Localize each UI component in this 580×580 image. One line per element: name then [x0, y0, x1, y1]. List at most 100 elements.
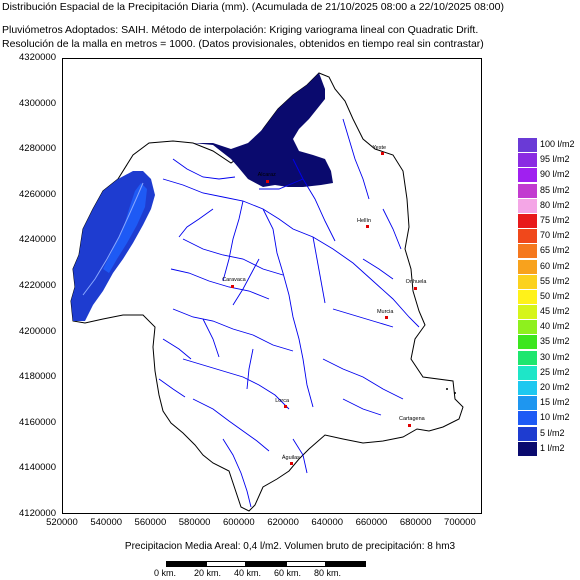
y-tick-label: 4140000 [19, 462, 56, 474]
y-tick-label: 4160000 [19, 416, 56, 428]
areal-precipitation-summary: Precipitacion Media Areal: 0,4 l/m2. Vol… [124, 541, 456, 552]
legend-item: 70 l/m2 [518, 229, 578, 244]
legend-swatch [518, 381, 537, 395]
y-tick-label: 4280000 [19, 143, 56, 155]
legend-label: 45 l/m2 [540, 306, 570, 317]
town-marker [283, 405, 287, 409]
coast-marks [446, 388, 456, 394]
x-tick-label: 620000 [267, 517, 299, 528]
legend: 100 l/m2 95 l/m2 90 l/m2 85 l/m2 80 l/m2 75 l… [518, 138, 578, 457]
x-tick-label: 540000 [90, 517, 123, 528]
legend-item: 85 l/m2 [518, 183, 578, 199]
scale-segment [246, 561, 286, 567]
legend-swatch [518, 441, 537, 456]
town-label: Hellín [357, 217, 372, 224]
legend-item: 40 l/m2 [518, 320, 578, 335]
y-tick-label: 4300000 [19, 97, 56, 109]
legend-swatch [518, 350, 537, 365]
town-marker [414, 286, 418, 290]
legend-swatch [518, 153, 537, 168]
basin-outline [70, 72, 464, 512]
legend-swatch [518, 213, 537, 228]
legend-item: 1 l/m2 [518, 441, 578, 457]
town-label: Alcaraz [257, 172, 276, 179]
legend-item: 20 l/m2 [518, 381, 578, 396]
precipitation-map [62, 58, 482, 514]
scale-label: 0 km. [154, 568, 177, 578]
legend-label: 25 l/m2 [540, 366, 570, 377]
map-title: Distribución Espacial de la Precipitació… [2, 1, 504, 13]
legend-label: 30 l/m2 [540, 351, 570, 362]
legend-swatch [518, 396, 537, 411]
legend-item: 35 l/m2 [518, 335, 578, 350]
rain-band-north [193, 73, 333, 187]
method-description: Pluviómetros Adoptados: SAIH. Método de … [2, 24, 479, 36]
legend-label: 55 l/m2 [540, 275, 570, 286]
legend-swatch [518, 274, 537, 289]
legend-label: 75 l/m2 [540, 214, 570, 225]
legend-label: 35 l/m2 [540, 336, 570, 347]
x-tick-label: 600000 [222, 517, 255, 528]
resolution-note: Resolución de la malla en metros = 1000.… [2, 38, 484, 50]
legend-swatch [518, 289, 537, 304]
y-tick-label: 4320000 [19, 52, 56, 63]
scale-bar [166, 561, 366, 567]
town-marker [407, 423, 411, 427]
legend-swatch [518, 229, 537, 244]
town-marker [266, 179, 270, 183]
legend-swatch [518, 426, 537, 441]
legend-swatch [518, 244, 537, 259]
legend-item: 55 l/m2 [518, 274, 578, 290]
x-tick-label: 560000 [134, 517, 167, 528]
map-canvas [70, 72, 464, 512]
x-tick-label: 580000 [178, 517, 211, 528]
legend-label: 65 l/m2 [540, 245, 570, 256]
legend-label: 40 l/m2 [540, 321, 570, 332]
legend-swatch [518, 365, 537, 380]
x-tick-label: 660000 [355, 517, 388, 528]
legend-label: 10 l/m2 [540, 412, 570, 423]
legend-label: 20 l/m2 [540, 382, 570, 392]
legend-swatch [518, 183, 537, 198]
legend-label: 90 l/m2 [540, 169, 570, 180]
scale-segment [286, 561, 326, 567]
y-tick-label: 4120000 [19, 508, 56, 519]
legend-item: 15 l/m2 [518, 396, 578, 411]
y-tick-label: 4260000 [19, 188, 56, 200]
town-label: Cartagena [399, 416, 425, 423]
scale-segment [326, 561, 366, 567]
legend-swatch [518, 320, 537, 335]
river-network [158, 118, 420, 508]
town-label: Lorca [275, 397, 290, 404]
y-tick-label: 4220000 [19, 280, 56, 291]
town-label: Caravaca [222, 277, 246, 283]
town-label: Orihuela [405, 279, 427, 286]
legend-item: 30 l/m2 [518, 350, 578, 366]
legend-label: 80 l/m2 [540, 199, 570, 210]
rain-contour [82, 182, 144, 296]
legend-label: 70 l/m2 [540, 230, 570, 241]
x-tick-label: 520000 [46, 517, 78, 528]
town-marker [385, 316, 389, 320]
legend-label: 60 l/m2 [540, 260, 570, 271]
town-label: Yeste [372, 144, 387, 151]
legend-swatch [518, 138, 537, 152]
legend-swatch [518, 411, 537, 426]
legend-label: 5 l/m2 [540, 427, 565, 438]
x-tick-label: 640000 [311, 517, 344, 528]
legend-item: 65 l/m2 [518, 244, 578, 259]
legend-label: 95 l/m2 [540, 154, 570, 165]
scale-label: 80 km. [314, 568, 342, 578]
legend-swatch [518, 259, 537, 274]
legend-item: 10 l/m2 [518, 411, 578, 426]
town-label: Águilas [281, 454, 300, 461]
y-tick-label: 4240000 [19, 234, 56, 246]
y-tick-label: 4180000 [19, 371, 56, 383]
scale-segment [206, 561, 246, 567]
legend-item: 50 l/m2 [518, 289, 578, 305]
scale-label: 20 km. [194, 568, 222, 578]
legend-swatch [518, 335, 537, 350]
legend-item: 100 l/m2 [518, 138, 578, 153]
x-tick-label: 700000 [444, 517, 476, 528]
town-marker [381, 152, 385, 156]
